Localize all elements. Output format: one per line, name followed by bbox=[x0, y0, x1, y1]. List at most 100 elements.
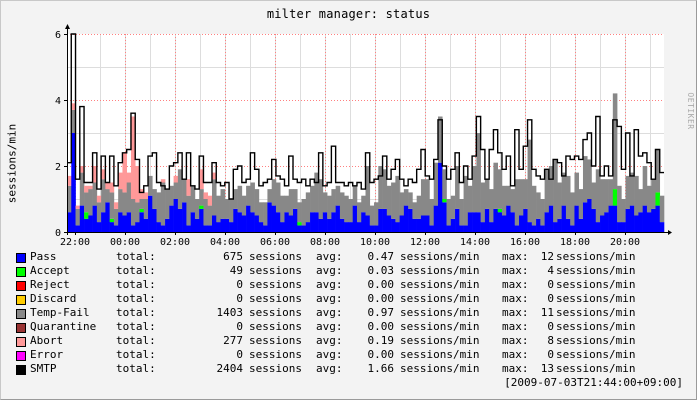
bar-segment-temp-fail bbox=[241, 195, 247, 216]
bar-segment-temp-fail bbox=[105, 189, 110, 203]
bar-segment-temp-fail bbox=[455, 166, 460, 209]
bar-segment-abort bbox=[79, 166, 85, 173]
bar-segment-temp-fail bbox=[75, 208, 81, 226]
bar-segment-pass bbox=[71, 133, 76, 232]
bar-segment-pass bbox=[75, 225, 81, 232]
bar-segment-pass bbox=[523, 208, 528, 232]
bar-segment-pass bbox=[501, 215, 507, 232]
bar-segment-pass bbox=[412, 218, 417, 232]
bar-segment-temp-fail bbox=[275, 182, 281, 213]
legend-series-name: Pass bbox=[30, 250, 57, 263]
bar-segment-pass bbox=[659, 222, 665, 232]
bar-segment-pass bbox=[420, 215, 426, 232]
bar-segment-pass bbox=[331, 212, 336, 232]
legend-avg-label: avg: bbox=[316, 292, 343, 305]
y-tick-label: 4 bbox=[55, 96, 61, 107]
bar-segment-pass bbox=[493, 208, 498, 232]
bar-segment-temp-fail bbox=[651, 179, 656, 209]
bar-segment-temp-fail bbox=[476, 133, 481, 213]
bar-segment-pass bbox=[169, 205, 174, 232]
bar-segment-pass bbox=[455, 208, 460, 232]
bar-segment-pass bbox=[617, 222, 622, 232]
legend-avg-label: avg: bbox=[316, 306, 343, 319]
y-axis-arrow bbox=[65, 24, 70, 29]
bar-segment-temp-fail bbox=[284, 195, 290, 213]
bar-segment-pass bbox=[595, 222, 601, 232]
bar-segment-pass bbox=[506, 205, 511, 232]
bar-segment-pass bbox=[122, 215, 127, 232]
legend-series-name: Error bbox=[30, 348, 64, 361]
bar-segment-pass bbox=[293, 208, 298, 232]
bar-segment-pass bbox=[79, 205, 85, 232]
bar-segment-pass bbox=[536, 218, 541, 232]
bar-segment-pass bbox=[582, 202, 588, 232]
bar-segment-temp-fail bbox=[297, 202, 302, 223]
legend-swatch bbox=[16, 351, 26, 361]
bar-segment-pass bbox=[186, 225, 191, 232]
bar-segment-pass bbox=[275, 212, 281, 232]
bar-segment-temp-fail bbox=[237, 185, 243, 213]
bar-segment-temp-fail bbox=[561, 172, 567, 206]
bar-segment-abort bbox=[118, 172, 123, 190]
bar-segment-pass bbox=[391, 218, 396, 232]
bar-segment-accept bbox=[497, 208, 503, 213]
bar-segment-pass bbox=[101, 212, 106, 232]
legend-max-label: max: bbox=[502, 306, 529, 319]
legend-max-label: max: bbox=[502, 278, 529, 291]
bar-segment-pass bbox=[327, 218, 332, 232]
series-line-smtp bbox=[67, 33, 664, 200]
bar-segment-pass bbox=[433, 205, 439, 232]
bar-segment-pass bbox=[608, 205, 614, 232]
bar-segment-pass bbox=[565, 218, 571, 232]
legend-avg-unit: sessions/min bbox=[400, 348, 480, 361]
bar-segment-temp-fail bbox=[408, 192, 413, 209]
bar-segment-temp-fail bbox=[378, 166, 383, 209]
bar-segment-pass bbox=[489, 222, 494, 232]
bar-segment-temp-fail bbox=[519, 179, 524, 216]
bar-segment-temp-fail bbox=[442, 169, 447, 199]
bar-segment-temp-fail bbox=[301, 199, 307, 226]
legend-total-count: 0 bbox=[236, 320, 243, 333]
bar-segment-temp-fail bbox=[548, 166, 554, 206]
bar-segment-temp-fail bbox=[314, 172, 319, 213]
bar-segment-pass bbox=[638, 212, 643, 232]
bar-segment-temp-fail bbox=[190, 185, 196, 213]
bar-segment-pass bbox=[382, 208, 388, 232]
bar-segment-pass bbox=[199, 208, 204, 232]
bar-segment-temp-fail bbox=[254, 189, 260, 216]
bar-segment-temp-fail bbox=[246, 185, 251, 206]
bar-segment-pass bbox=[365, 215, 371, 232]
bar-segment-pass bbox=[177, 208, 183, 232]
bar-segment-pass bbox=[267, 202, 272, 232]
bar-segment-temp-fail bbox=[506, 185, 511, 206]
legend-total-unit: sessions bbox=[249, 320, 302, 333]
bar-segment-pass bbox=[352, 205, 358, 232]
legend-max-label: max: bbox=[502, 250, 529, 263]
bar-segment-pass bbox=[625, 208, 631, 232]
x-tick-label: 06:00 bbox=[260, 237, 290, 248]
bar-segment-temp-fail bbox=[361, 195, 366, 213]
x-tick-label: 16:00 bbox=[510, 237, 540, 248]
legend-swatch bbox=[16, 365, 26, 375]
bar-segment-temp-fail bbox=[263, 202, 268, 226]
bar-segment-pass bbox=[480, 222, 486, 232]
legend-total-count: 675 bbox=[223, 250, 243, 263]
bar-segment-pass bbox=[651, 208, 656, 232]
bar-segment-pass bbox=[450, 218, 456, 232]
bar-segment-temp-fail bbox=[369, 205, 375, 226]
bar-segment-pass bbox=[561, 205, 567, 232]
legend-avg-value: 0.19 bbox=[367, 334, 395, 347]
bar-segment-pass bbox=[629, 205, 635, 232]
bar-segment-pass bbox=[544, 212, 550, 232]
bar-segment-pass bbox=[109, 222, 115, 232]
bar-segment-abort bbox=[105, 182, 110, 190]
legend-avg-value: 0.00 bbox=[367, 292, 395, 305]
bar-segment-temp-fail bbox=[194, 199, 200, 219]
legend-swatch bbox=[16, 281, 26, 291]
legend-max-value: 0 bbox=[547, 320, 554, 333]
legend-total-label: total: bbox=[116, 264, 156, 277]
legend-series-name: Quarantine bbox=[30, 320, 97, 333]
legend-max-label: max: bbox=[502, 362, 529, 375]
legend-series-name: Discard bbox=[30, 292, 77, 305]
legend-max-value: 4 bbox=[547, 264, 554, 277]
